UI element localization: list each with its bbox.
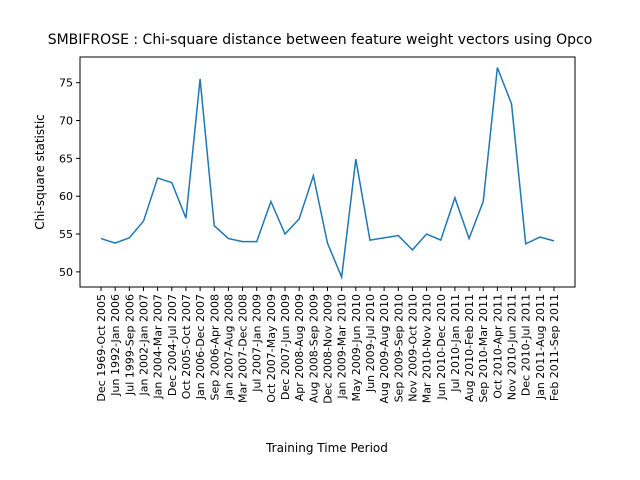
x-tick-label: Oct 2005-Oct 2007: [180, 294, 193, 399]
x-axis-label: Training Time Period: [265, 441, 388, 455]
x-tick-label: Jan 2007-Aug 2008: [222, 294, 235, 400]
x-tick-label: Jan 2009-Mar 2010: [336, 294, 349, 400]
x-tick-label: Dec 1969-Oct 2005: [95, 294, 108, 402]
x-tick-label: Nov 2010-Jun 2011: [506, 294, 519, 400]
x-tick-label: May 2009-Jun 2010: [350, 294, 363, 402]
x-tick-label: Oct 2010-Apr 2011: [491, 294, 504, 399]
chart-title: SMBIFROSE : Chi-square distance between …: [48, 32, 593, 48]
x-tick-label: Jan 2002-Jan 2007: [137, 294, 150, 396]
x-tick-label: Jun 2010-Dec 2010: [435, 294, 448, 400]
y-axis-label: Chi-square statistic: [33, 114, 47, 230]
plot-area: [79, 56, 576, 288]
x-tick-label: Jan 2006-Dec 2007: [194, 294, 207, 400]
x-tick-label: Aug 2009-Aug 2010: [378, 294, 391, 404]
x-tick-label: Dec 2007-Jun 2009: [279, 294, 292, 400]
x-tick-label: Sep 2006-Apr 2008: [208, 294, 221, 400]
x-tick-label: Oct 2007-May 2009: [265, 294, 278, 403]
x-tick-label: Feb 2011-Sep 2011: [548, 294, 561, 401]
x-tick-label: Sep 2010-Mar 2011: [477, 294, 490, 402]
x-tick-label: Mar 2010-Nov 2010: [421, 294, 434, 403]
x-tick-label: Mar 2007-Dec 2008: [237, 294, 250, 403]
y-tick-label: 60: [59, 190, 73, 203]
x-tick-label: Sep 2009-Sep 2010: [392, 294, 405, 402]
x-tick-label: Dec 2008-Nov 2009: [322, 294, 335, 404]
x-tick-label: Jan 2004-Mar 2007: [152, 294, 165, 400]
x-tick-label: Jul 2007-Jan 2009: [251, 294, 264, 393]
y-tick-label: 70: [59, 115, 73, 128]
x-tick-label: Jun 1992-Jan 2006: [109, 294, 122, 397]
y-tick-label: 55: [59, 228, 73, 241]
x-tick-label: Dec 2004-Jul 2007: [166, 294, 179, 396]
y-tick-label: 75: [59, 77, 73, 90]
x-tick-label: Dec 2010-Jul 2011: [520, 294, 533, 396]
y-tick-label: 65: [59, 152, 73, 165]
x-tick-label: Aug 2010-Feb 2011: [463, 294, 476, 402]
x-tick-label: Aug 2008-Sep 2009: [307, 294, 320, 403]
x-tick-label: Jun 2009-Jul 2010: [364, 294, 377, 393]
y-tick-label: 50: [59, 266, 73, 279]
x-tick-label: Jul 2010-Jan 2011: [449, 294, 462, 393]
x-tick-label: Apr 2008-Aug 2009: [293, 294, 306, 401]
x-tick-label: Jan 2011-Aug 2011: [534, 294, 547, 400]
x-tick-label: Jul 1999-Sep 2006: [123, 294, 136, 396]
x-tick-label: Nov 2009-Oct 2010: [406, 294, 419, 402]
line-series: [100, 67, 555, 281]
